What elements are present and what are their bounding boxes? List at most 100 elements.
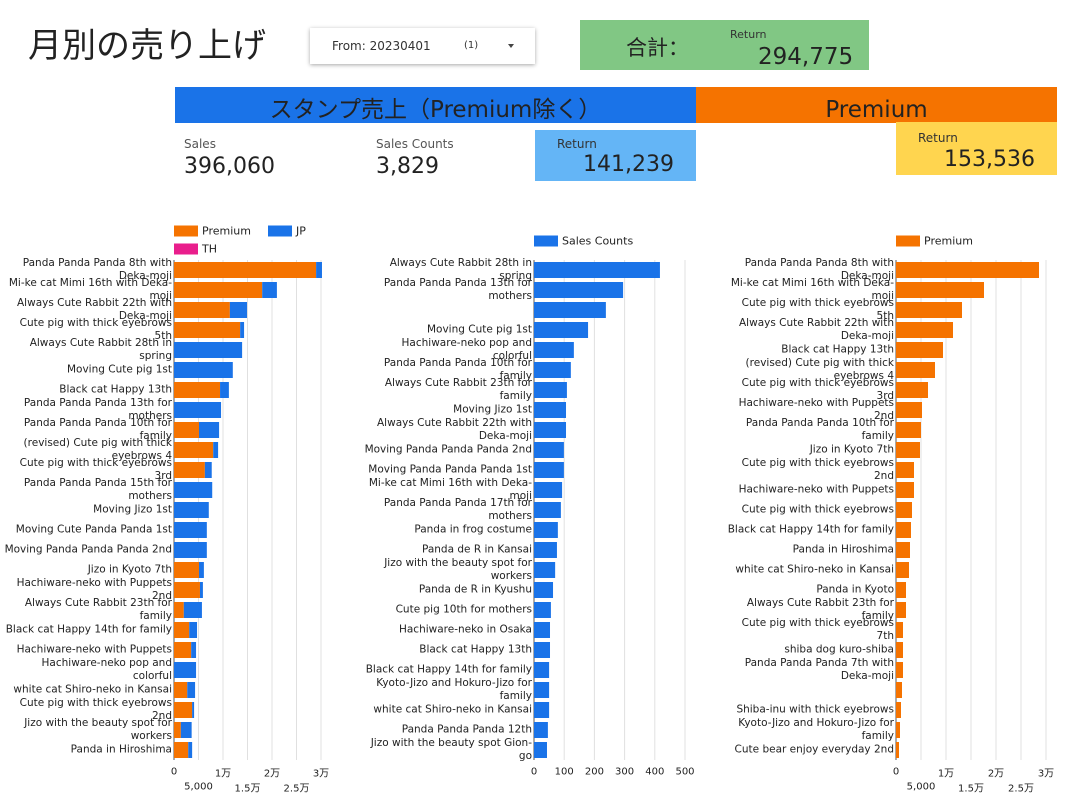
bar (896, 462, 914, 478)
section-header: スタンプ売上（Premium除く） (175, 87, 696, 123)
return-box: Return 141,239 (535, 130, 696, 181)
bar (534, 622, 551, 638)
bar (896, 542, 910, 558)
category-label: Always Cute Rabbit 28th in spring (389, 257, 532, 282)
category-label: Cute pig with thick eyebrows 3rd (19, 457, 172, 482)
bar (174, 302, 230, 318)
bar (534, 262, 660, 278)
bar (896, 442, 920, 458)
bar (896, 742, 899, 758)
bar (180, 722, 192, 738)
category-label: Hachiware-neko pop and colorful (41, 657, 172, 682)
legend-swatch (268, 225, 292, 237)
category-label: Moving Jizo 1st (453, 403, 532, 416)
category-label: Always Cute Rabbit 22th with Deka-moji (17, 297, 172, 322)
category-label: Cute pig with thick eyebrows (741, 503, 894, 516)
category-label: Always Cute Rabbit 23th for family (24, 597, 172, 622)
bar (174, 402, 222, 418)
bar (534, 542, 557, 558)
legend-label: Premium (924, 234, 973, 248)
category-label: Black cat Happy 14th for family (5, 623, 172, 636)
bar (896, 482, 914, 498)
category-label: Hachiware-neko in Osaka (398, 623, 532, 636)
bar (174, 602, 184, 618)
bar (534, 402, 567, 418)
legend-label: Premium (202, 224, 251, 238)
bar (262, 282, 277, 298)
category-label: Panda Panda Panda 13th for mothers (23, 397, 172, 422)
kpi-value: 141,239 (583, 152, 674, 177)
bar (174, 482, 213, 498)
category-label: Panda de R in Kyushu (418, 583, 532, 596)
category-label: Always Cute Rabbit 23th for family (746, 597, 894, 622)
bar (229, 302, 248, 318)
category-label: Mi-ke cat Mimi 16th with Deka-moji (8, 277, 172, 302)
x-tick-label: 300 (615, 766, 635, 778)
bar (174, 442, 214, 458)
bar (534, 522, 558, 538)
bar (534, 322, 589, 338)
category-label: Panda Panda Panda 8th with Deka-moji (22, 257, 172, 282)
bar (534, 282, 624, 298)
kpi-value: 396,060 (184, 154, 275, 179)
category-label: Jizo with the beauty spot for workers (384, 557, 532, 582)
bar (534, 702, 550, 718)
x-tick-label: 3万 (312, 768, 330, 780)
bar (316, 262, 322, 278)
bar (174, 582, 200, 598)
category-label: Panda in Hiroshima (70, 743, 172, 756)
kpi-label: Sales (184, 137, 216, 151)
category-label: white cat Shiro-neko in Kansai (735, 563, 894, 576)
legend-swatch (896, 235, 920, 247)
bar (174, 722, 181, 738)
bar (896, 662, 903, 678)
category-label: Moving Cute Panda Panda 1st (15, 523, 172, 536)
category-label: Black cat Happy 13th (59, 383, 172, 396)
bar (534, 662, 550, 678)
category-label: Black cat Happy 14th for family (365, 663, 532, 676)
date-filter[interactable]: From: 20230401 (1) (310, 28, 535, 64)
kpi-label: Sales Counts (376, 137, 454, 151)
category-label: Panda Panda Panda 10th for family (23, 417, 172, 442)
bar (240, 322, 245, 338)
category-label: Shiba-inu with thick eyebrows (736, 703, 894, 716)
category-label: Kyoto-Jizo and Hokuro-Jizo for family (738, 717, 894, 742)
bar (174, 322, 241, 338)
bar (534, 582, 554, 598)
legend-swatch (174, 225, 198, 237)
category-label: Cute pig 10th for mothers (395, 603, 532, 616)
bar (896, 362, 935, 378)
bar (896, 342, 943, 358)
bar (534, 502, 561, 518)
bar (896, 602, 906, 618)
kpi-label: Return (918, 131, 958, 145)
category-label: Always Cute Rabbit 22th with Deka-moji (739, 317, 894, 342)
bar (534, 562, 556, 578)
page-title: 月別の売り上げ (28, 26, 266, 66)
section-header: Premium (696, 87, 1057, 123)
x-tick-label: 5,000 (184, 781, 213, 793)
category-label: Hachiware-neko with Puppets (738, 483, 894, 496)
bar (192, 702, 195, 718)
bar (896, 402, 922, 418)
category-label: white cat Shiro-neko in Kansai (373, 703, 532, 716)
x-tick-label: 5,000 (906, 781, 936, 793)
category-label: Panda de R in Kansai (421, 543, 532, 556)
bar (174, 742, 189, 758)
bar (198, 562, 204, 578)
x-tick-label: 100 (554, 766, 574, 778)
dropdown-arrow[interactable] (508, 44, 514, 48)
bar (191, 642, 197, 658)
category-label: white cat Shiro-neko in Kansai (13, 683, 172, 696)
bar (199, 582, 203, 598)
bar (896, 582, 906, 598)
bar (896, 562, 909, 578)
x-tick-label: 2万 (987, 768, 1005, 780)
legend-label: JP (296, 224, 306, 238)
bar (220, 382, 229, 398)
filter-count: (1) (464, 40, 479, 51)
bar (174, 342, 243, 358)
bar (534, 362, 571, 378)
bar (534, 642, 551, 658)
bar (174, 702, 193, 718)
